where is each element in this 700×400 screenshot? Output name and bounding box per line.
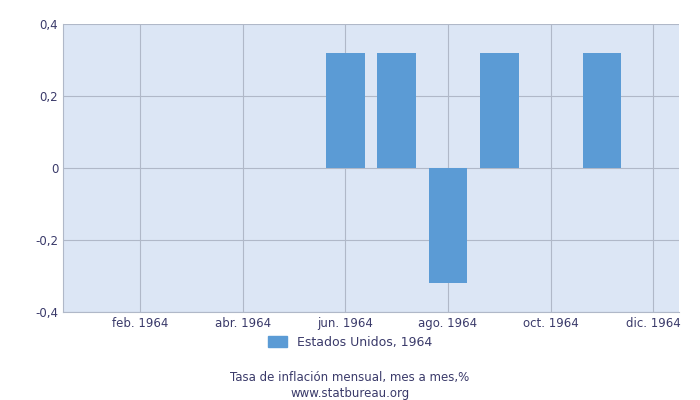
Legend: Estados Unidos, 1964: Estados Unidos, 1964: [263, 331, 437, 354]
Bar: [326, 53, 365, 168]
Bar: [377, 53, 416, 168]
Bar: [582, 53, 622, 168]
Bar: [480, 53, 519, 168]
Text: www.statbureau.org: www.statbureau.org: [290, 388, 410, 400]
Text: Tasa de inflación mensual, mes a mes,%: Tasa de inflación mensual, mes a mes,%: [230, 372, 470, 384]
Bar: [428, 168, 467, 283]
